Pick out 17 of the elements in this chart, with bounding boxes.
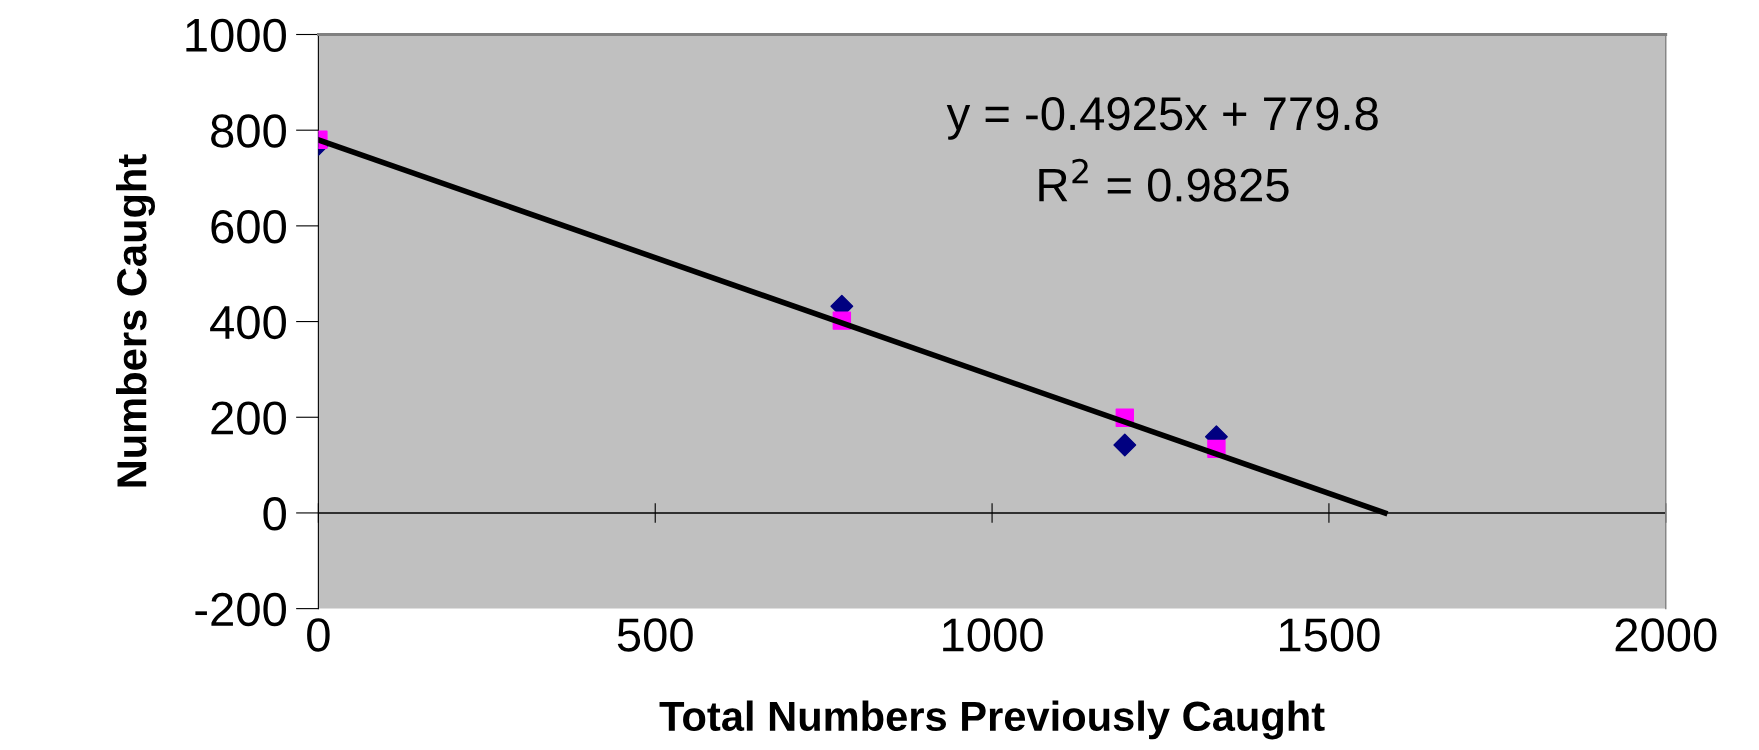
x-tick-label: 1500: [1280, 618, 1380, 652]
y-tick-label: 400: [210, 305, 286, 340]
x-axis-title: Total Numbers Previously Caught: [659, 700, 1325, 740]
y-tick-label: 1000: [186, 18, 286, 53]
point: [1113, 433, 1137, 457]
y-tick-label: 600: [211, 210, 286, 244]
annotation: y = -0.4925x + 779.8: [946, 96, 1378, 140]
x-tick-label: 2000: [1615, 618, 1717, 652]
x-tick-label: 1000: [943, 618, 1043, 652]
annotation: R$^{2}$ = 0.9825: [1039, 158, 1289, 202]
x-tick-label: 0: [307, 618, 330, 652]
y-axis-title: Numbers Caught: [115, 154, 156, 487]
y-tick-label: 200: [211, 401, 286, 435]
y-tick-label: 800: [211, 114, 286, 148]
y-tick-label: -200: [195, 592, 286, 627]
y-tick-label: 0: [263, 497, 286, 531]
x-tick-label: 500: [617, 618, 693, 652]
